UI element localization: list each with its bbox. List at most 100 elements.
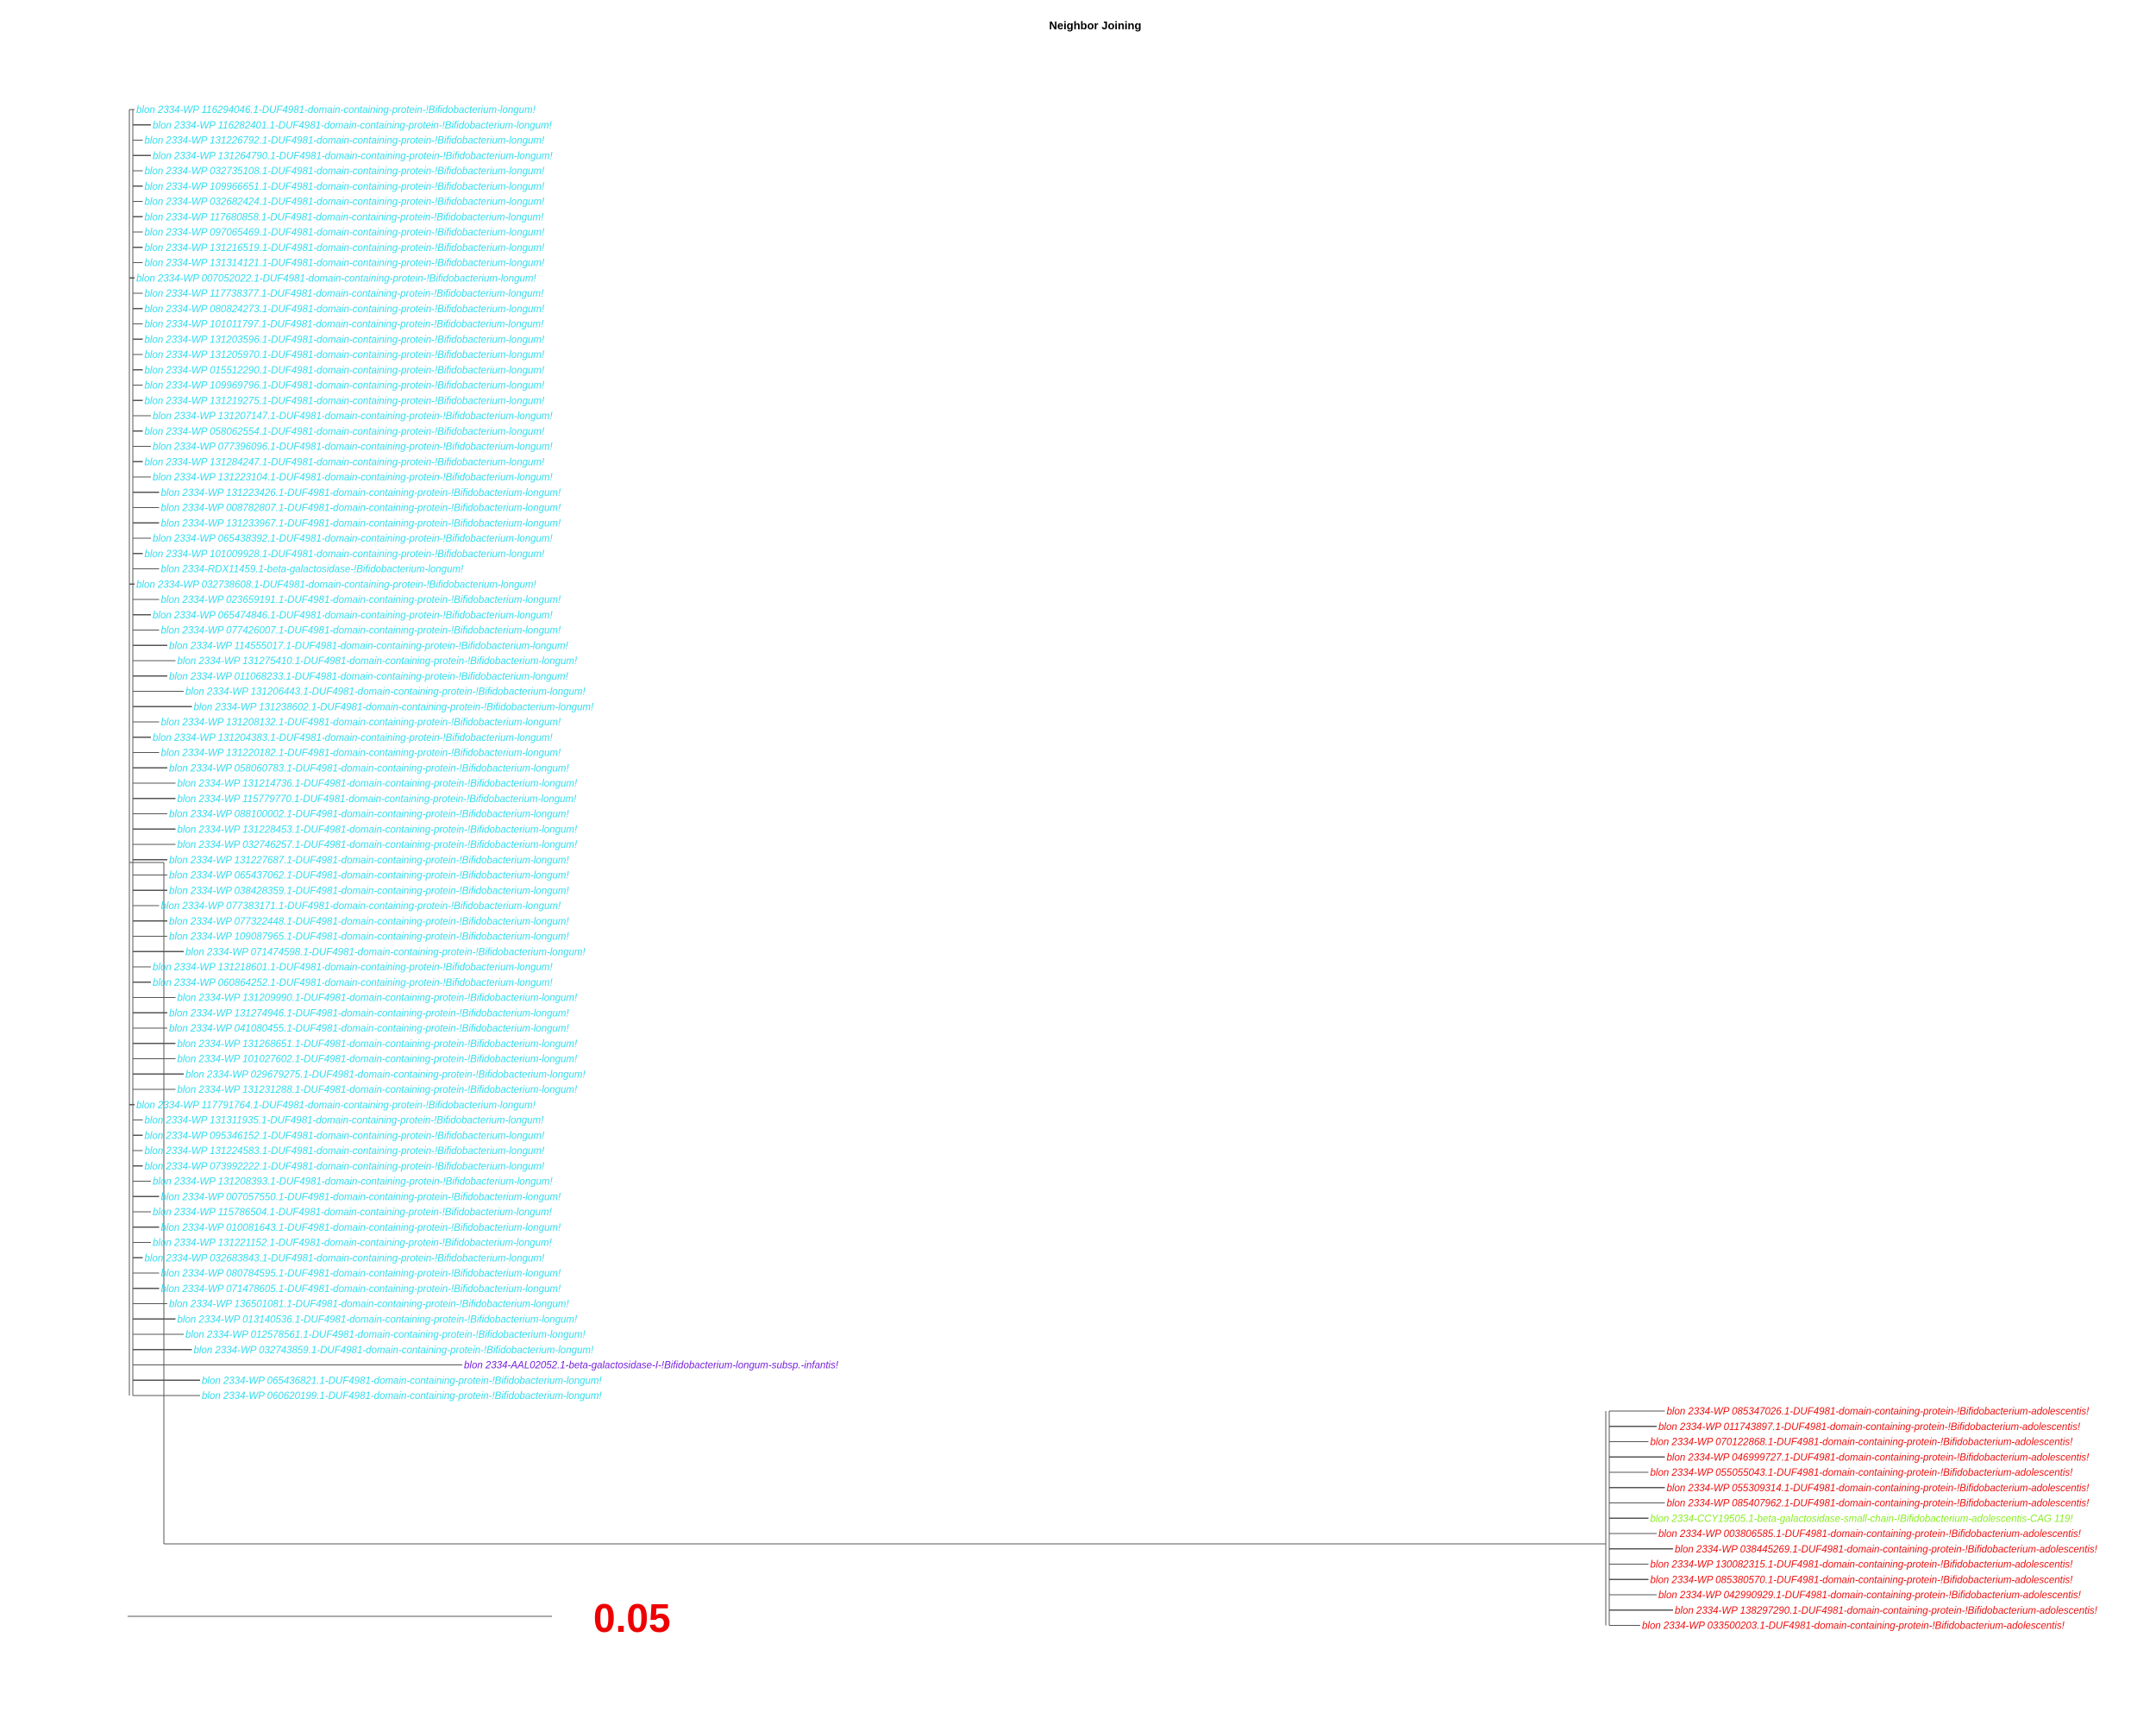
- leaf-label: blon 2334-WP 131314121.1-DUF4981-domain-…: [145, 259, 545, 269]
- leaf-label: blon 2334-WP 077426007.1-DUF4981-domain-…: [161, 626, 561, 637]
- leaf-label: blon 2334-WP 131206443.1-DUF4981-domain-…: [185, 687, 586, 698]
- leaf-label: blon 2334-WP 131207147.1-DUF4981-domain-…: [153, 411, 553, 422]
- leaf-label: blon 2334-WP 077322448.1-DUF4981-domain-…: [169, 917, 569, 927]
- leaf-label: blon 2334-WP 029679275.1-DUF4981-domain-…: [185, 1070, 586, 1080]
- leaf-label: blon 2334-WP 131311935.1-DUF4981-domain-…: [145, 1116, 545, 1126]
- leaf-label: blon 2334-WP 038428359.1-DUF4981-domain-…: [169, 886, 569, 896]
- leaf-label: blon 2334-WP 032746257.1-DUF4981-domain-…: [178, 840, 578, 850]
- leaf-label: blon 2334-WP 131233967.1-DUF4981-domain-…: [161, 518, 561, 529]
- leaf-label: blon 2334-WP 008782807.1-DUF4981-domain-…: [161, 504, 561, 514]
- tree-branches: [128, 109, 1673, 1627]
- leaf-label: blon 2334-WP 131226792.1-DUF4981-domain-…: [145, 136, 545, 147]
- leaf-label: blon 2334-WP 131208132.1-DUF4981-domain-…: [161, 718, 561, 728]
- leaf-label: blon 2334-WP 131208393.1-DUF4981-domain-…: [153, 1177, 553, 1188]
- leaf-label: blon 2334-WP 131264790.1-DUF4981-domain-…: [153, 151, 553, 161]
- leaf-label: blon 2334-WP 131205970.1-DUF4981-domain-…: [145, 350, 545, 361]
- leaf-label: blon 2334-WP 101011797.1-DUF4981-domain-…: [145, 320, 545, 330]
- leaf-label: blon 2334-WP 131228453.1-DUF4981-domain-…: [178, 825, 578, 835]
- leaf-label: blon 2334-WP 058062554.1-DUF4981-domain-…: [145, 427, 545, 437]
- leaf-label: blon 2334-WP 041080455.1-DUF4981-domain-…: [169, 1024, 569, 1034]
- leaf-label: blon 2334-WP 065474846.1-DUF4981-domain-…: [153, 611, 553, 621]
- leaf-label: blon 2334-WP 032735108.1-DUF4981-domain-…: [145, 166, 545, 177]
- leaf-label: blon 2334-WP 131268651.1-DUF4981-domain-…: [178, 1039, 578, 1050]
- leaf-label: blon 2334-WP 007057550.1-DUF4981-domain-…: [161, 1192, 561, 1202]
- leaf-label: blon 2334-RDX11459.1-beta-galactosidase-…: [161, 565, 465, 575]
- leaf-label: blon 2334-WP 131214736.1-DUF4981-domain-…: [178, 779, 578, 789]
- leaf-label: blon 2334-WP 130082315.1-DUF4981-domain-…: [1651, 1560, 2074, 1571]
- leaf-label: blon 2334-WP 115786504.1-DUF4981-domain-…: [153, 1208, 553, 1218]
- leaf-label: blon 2334-WP 038445269.1-DUF4981-domain-…: [1675, 1545, 2098, 1555]
- leaf-label: blon 2334-WP 114555017.1-DUF4981-domain-…: [169, 641, 569, 651]
- leaf-label: blon 2334-WP 065437062.1-DUF4981-domain-…: [169, 871, 569, 881]
- leaf-label: blon 2334-WP 080784595.1-DUF4981-domain-…: [161, 1269, 561, 1279]
- leaf-label: blon 2334-WP 101009928.1-DUF4981-domain-…: [145, 549, 545, 560]
- leaf-label: blon 2334-WP 131223104.1-DUF4981-domain-…: [153, 473, 553, 483]
- leaf-label: blon 2334-WP 065436821.1-DUF4981-domain-…: [202, 1376, 602, 1386]
- leaf-label: blon 2334-WP 046999727.1-DUF4981-domain-…: [1667, 1452, 2090, 1463]
- leaf-label: blon 2334-WP 097065469.1-DUF4981-domain-…: [145, 228, 545, 238]
- leaf-label: blon 2334-WP 060620199.1-DUF4981-domain-…: [202, 1391, 602, 1402]
- leaf-label: blon 2334-CCY19505.1-beta-galactosidase-…: [1651, 1514, 2074, 1524]
- tree-leaves: blon 2334-WP 116294046.1-DUF4981-domain-…: [136, 105, 2098, 1632]
- leaf-label: blon 2334-WP 109966651.1-DUF4981-domain-…: [145, 182, 545, 192]
- leaf-label: blon 2334-WP 003806585.1-DUF4981-domain-…: [1658, 1529, 2082, 1540]
- leaf-label: blon 2334-WP 131231288.1-DUF4981-domain-…: [178, 1085, 578, 1095]
- leaf-label: blon 2334-WP 117680858.1-DUF4981-domain-…: [145, 212, 545, 223]
- leaf-label: blon 2334-WP 117791764.1-DUF4981-domain-…: [136, 1101, 536, 1111]
- leaf-label: blon 2334-WP 116282401.1-DUF4981-domain-…: [153, 121, 553, 131]
- leaf-label: blon 2334-WP 070122868.1-DUF4981-domain-…: [1651, 1438, 2074, 1448]
- leaf-label: blon 2334-WP 131216519.1-DUF4981-domain-…: [145, 243, 545, 254]
- scale-bar-label: 0.05: [593, 1596, 671, 1640]
- leaf-label: blon 2334-WP 131284247.1-DUF4981-domain-…: [145, 457, 545, 467]
- leaf-label: blon 2334-WP 131274946.1-DUF4981-domain-…: [169, 1008, 569, 1019]
- leaf-label: blon 2334-WP 085347026.1-DUF4981-domain-…: [1667, 1407, 2090, 1417]
- leaf-label: blon 2334-WP 042990929.1-DUF4981-domain-…: [1658, 1590, 2082, 1601]
- leaf-label: blon 2334-WP 131275410.1-DUF4981-domain-…: [178, 656, 578, 667]
- leaf-label: blon 2334-WP 109087965.1-DUF4981-domain-…: [169, 932, 569, 943]
- leaf-label: blon 2334-WP 131203596.1-DUF4981-domain-…: [145, 335, 545, 345]
- leaf-label: blon 2334-WP 023659191.1-DUF4981-domain-…: [161, 595, 561, 605]
- leaf-label: blon 2334-WP 131224583.1-DUF4981-domain-…: [145, 1146, 545, 1157]
- leaf-label: blon 2334-WP 077396096.1-DUF4981-domain-…: [153, 442, 553, 453]
- leaf-label: blon 2334-WP 071474598.1-DUF4981-domain-…: [185, 947, 586, 957]
- leaf-label: blon 2334-WP 073992222.1-DUF4981-domain-…: [145, 1162, 545, 1172]
- leaf-label: blon 2334-WP 109969796.1-DUF4981-domain-…: [145, 381, 545, 392]
- leaf-label: blon 2334-WP 085380570.1-DUF4981-domain-…: [1651, 1575, 2074, 1585]
- leaf-label: blon 2334-WP 138297290.1-DUF4981-domain-…: [1675, 1606, 2098, 1616]
- leaf-label: blon 2334-WP 131204383.1-DUF4981-domain-…: [153, 733, 553, 743]
- leaf-label: blon 2334-WP 055309314.1-DUF4981-domain-…: [1667, 1484, 2090, 1494]
- leaf-label: blon 2334-WP 015512290.1-DUF4981-domain-…: [145, 366, 545, 376]
- leaf-label: blon 2334-WP 095346152.1-DUF4981-domain-…: [145, 1131, 545, 1141]
- leaf-label: blon 2334-WP 032738608.1-DUF4981-domain-…: [136, 580, 536, 590]
- scale-bar: 0.05: [128, 1596, 671, 1640]
- leaf-label: blon 2334-WP 032682424.1-DUF4981-domain-…: [145, 198, 545, 208]
- leaf-label: blon 2334-WP 088100002.1-DUF4981-domain-…: [169, 810, 569, 820]
- leaf-label: blon 2334-WP 131223426.1-DUF4981-domain-…: [161, 488, 561, 499]
- leaf-label: blon 2334-WP 032743859.1-DUF4981-domain-…: [194, 1346, 594, 1356]
- leaf-label: blon 2334-WP 055055043.1-DUF4981-domain-…: [1651, 1468, 2074, 1478]
- leaf-label: blon 2334-WP 011068233.1-DUF4981-domain-…: [169, 672, 569, 682]
- leaf-label: blon 2334-AAL02052.1-beta-galactosidase-…: [464, 1361, 839, 1371]
- leaf-label: blon 2334-WP 060864252.1-DUF4981-domain-…: [153, 978, 553, 988]
- leaf-label: blon 2334-WP 115779770.1-DUF4981-domain-…: [178, 794, 578, 805]
- leaf-label: blon 2334-WP 012578561.1-DUF4981-domain-…: [185, 1330, 586, 1340]
- leaf-label: blon 2334-WP 101027602.1-DUF4981-domain-…: [178, 1055, 578, 1065]
- leaf-label: blon 2334-WP 085407962.1-DUF4981-domain-…: [1667, 1499, 2090, 1509]
- leaf-label: blon 2334-WP 071478605.1-DUF4981-domain-…: [161, 1284, 561, 1295]
- leaf-label: blon 2334-WP 131219275.1-DUF4981-domain-…: [145, 396, 545, 406]
- leaf-label: blon 2334-WP 007052022.1-DUF4981-domain-…: [136, 273, 536, 284]
- leaf-label: blon 2334-WP 131227687.1-DUF4981-domain-…: [169, 856, 569, 866]
- leaf-label: blon 2334-WP 080824273.1-DUF4981-domain-…: [145, 304, 545, 315]
- leaf-label: blon 2334-WP 010081643.1-DUF4981-domain-…: [161, 1223, 561, 1233]
- leaf-label: blon 2334-WP 032683843.1-DUF4981-domain-…: [145, 1253, 545, 1264]
- leaf-label: blon 2334-WP 077383171.1-DUF4981-domain-…: [161, 901, 561, 912]
- leaf-label: blon 2334-WP 033500203.1-DUF4981-domain-…: [1642, 1622, 2065, 1632]
- leaf-label: blon 2334-WP 131209990.1-DUF4981-domain-…: [178, 994, 578, 1004]
- leaf-label: blon 2334-WP 131218601.1-DUF4981-domain-…: [153, 963, 553, 973]
- leaf-label: blon 2334-WP 117738377.1-DUF4981-domain-…: [145, 289, 545, 299]
- leaf-label: blon 2334-WP 011743897.1-DUF4981-domain-…: [1658, 1422, 2081, 1433]
- tree-title: Neighbor Joining: [1050, 19, 1142, 32]
- leaf-label: blon 2334-WP 131220182.1-DUF4981-domain-…: [161, 749, 561, 759]
- leaf-label: blon 2334-WP 065438392.1-DUF4981-domain-…: [153, 534, 553, 544]
